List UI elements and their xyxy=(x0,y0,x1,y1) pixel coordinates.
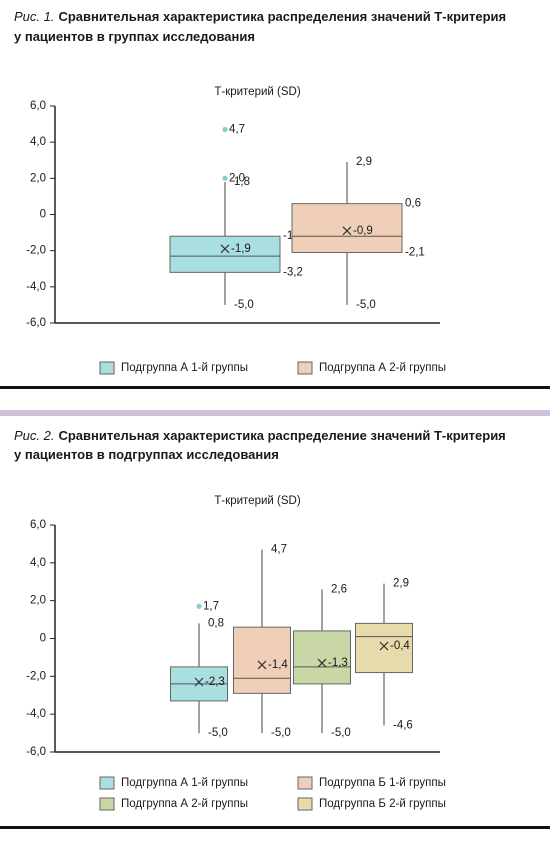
figure-label: Рис. 1. xyxy=(14,9,54,24)
legend-swatch xyxy=(297,361,313,375)
value-label: -0,4 xyxy=(390,640,410,652)
caption: у пациентов в группах исследования xyxy=(14,29,255,44)
legend-label: Подгруппа Б 2-й группы xyxy=(319,798,446,810)
y-tick-label: 6,0 xyxy=(30,519,46,531)
value-label: -1,4 xyxy=(268,659,288,671)
legend-label: Подгруппа А 2-й группы xyxy=(121,798,248,810)
axis-title: Т-критерий (SD) xyxy=(214,86,300,98)
caption-title: Сравнительная характеристика распределен… xyxy=(58,9,506,24)
caption: у пациентов в подгруппах исследования xyxy=(14,447,279,462)
value-label: 1,8 xyxy=(234,176,250,188)
outlier-label: 2,0 xyxy=(229,172,245,184)
value-label: -5,0 xyxy=(356,299,376,311)
rule xyxy=(0,826,550,829)
rule xyxy=(0,410,550,416)
outlier xyxy=(222,175,228,181)
legend-label: Подгруппа А 1-й группы xyxy=(121,777,248,789)
mean-marker xyxy=(220,244,230,254)
rule xyxy=(0,386,550,389)
mean-marker xyxy=(342,226,352,236)
caption-title: Сравнительная характеристика распределен… xyxy=(58,428,505,443)
caption: Рис. 2. Сравнительная характеристика расп… xyxy=(14,428,506,443)
value-label: 2,9 xyxy=(356,156,372,168)
y-tick-label: 4,0 xyxy=(30,136,46,148)
y-tick-label: 2,0 xyxy=(30,172,46,184)
outlier-label: 4,7 xyxy=(229,124,245,136)
outlier xyxy=(222,126,228,133)
y-tick-label: 0 xyxy=(40,209,46,221)
value-label: -5,0 xyxy=(208,727,228,739)
outlier xyxy=(196,603,202,609)
box xyxy=(233,626,291,694)
legend-swatch xyxy=(99,361,115,375)
value-label: 0,8 xyxy=(208,617,224,629)
box xyxy=(169,235,281,273)
value-label: 4,7 xyxy=(271,544,287,556)
mean-marker xyxy=(194,677,204,687)
legend-label: Подгруппа А 1-й группы xyxy=(121,362,248,374)
y-tick-label: 0 xyxy=(40,633,46,645)
y-tick-label: 4,0 xyxy=(30,557,46,569)
mean-marker xyxy=(317,658,327,668)
legend-label: Подгруппа Б 1-й группы xyxy=(319,777,446,789)
legend-swatch xyxy=(99,776,115,790)
box xyxy=(355,622,413,674)
value-label: -4,6 xyxy=(393,720,413,732)
value-label: -3,2 xyxy=(283,266,303,278)
figure-label: Рис. 2. xyxy=(14,428,54,443)
legend-swatch xyxy=(297,776,313,790)
y-tick-label: -6,0 xyxy=(26,746,46,758)
y-tick-label: -4,0 xyxy=(26,708,46,720)
outlier-label: 1,7 xyxy=(203,600,219,612)
mean-marker xyxy=(257,660,267,670)
value-label: -1,9 xyxy=(231,243,251,255)
axis-title: Т-критерий (SD) xyxy=(214,495,300,507)
value-label: -5,0 xyxy=(234,299,254,311)
value-label: -5,0 xyxy=(271,727,291,739)
box xyxy=(291,203,403,253)
y-tick-label: -4,0 xyxy=(26,281,46,293)
caption-title: у пациентов в группах исследования xyxy=(14,29,255,44)
value-label: 0,6 xyxy=(405,198,421,210)
value-label: 2,6 xyxy=(331,583,347,595)
value-label: -0,9 xyxy=(353,225,373,237)
value-label: -5,0 xyxy=(331,727,351,739)
y-tick-label: 6,0 xyxy=(30,100,46,112)
y-tick-label: -2,0 xyxy=(26,670,46,682)
legend-swatch xyxy=(99,797,115,811)
value-label: 2,9 xyxy=(393,578,409,590)
box xyxy=(293,630,351,685)
value-label: -2,3 xyxy=(205,676,225,688)
y-tick-label: -2,0 xyxy=(26,245,46,257)
value-label: -1,3 xyxy=(328,657,348,669)
y-tick-label: 2,0 xyxy=(30,595,46,607)
legend-swatch xyxy=(297,797,313,811)
mean-marker xyxy=(379,641,389,651)
caption-title: у пациентов в подгруппах исследования xyxy=(14,447,279,462)
caption: Рис. 1. Сравнительная характеристика расп… xyxy=(14,9,506,24)
y-tick-label: -6,0 xyxy=(26,317,46,329)
value-label: -2,1 xyxy=(405,247,425,259)
legend-label: Подгруппа А 2-й группы xyxy=(319,362,446,374)
